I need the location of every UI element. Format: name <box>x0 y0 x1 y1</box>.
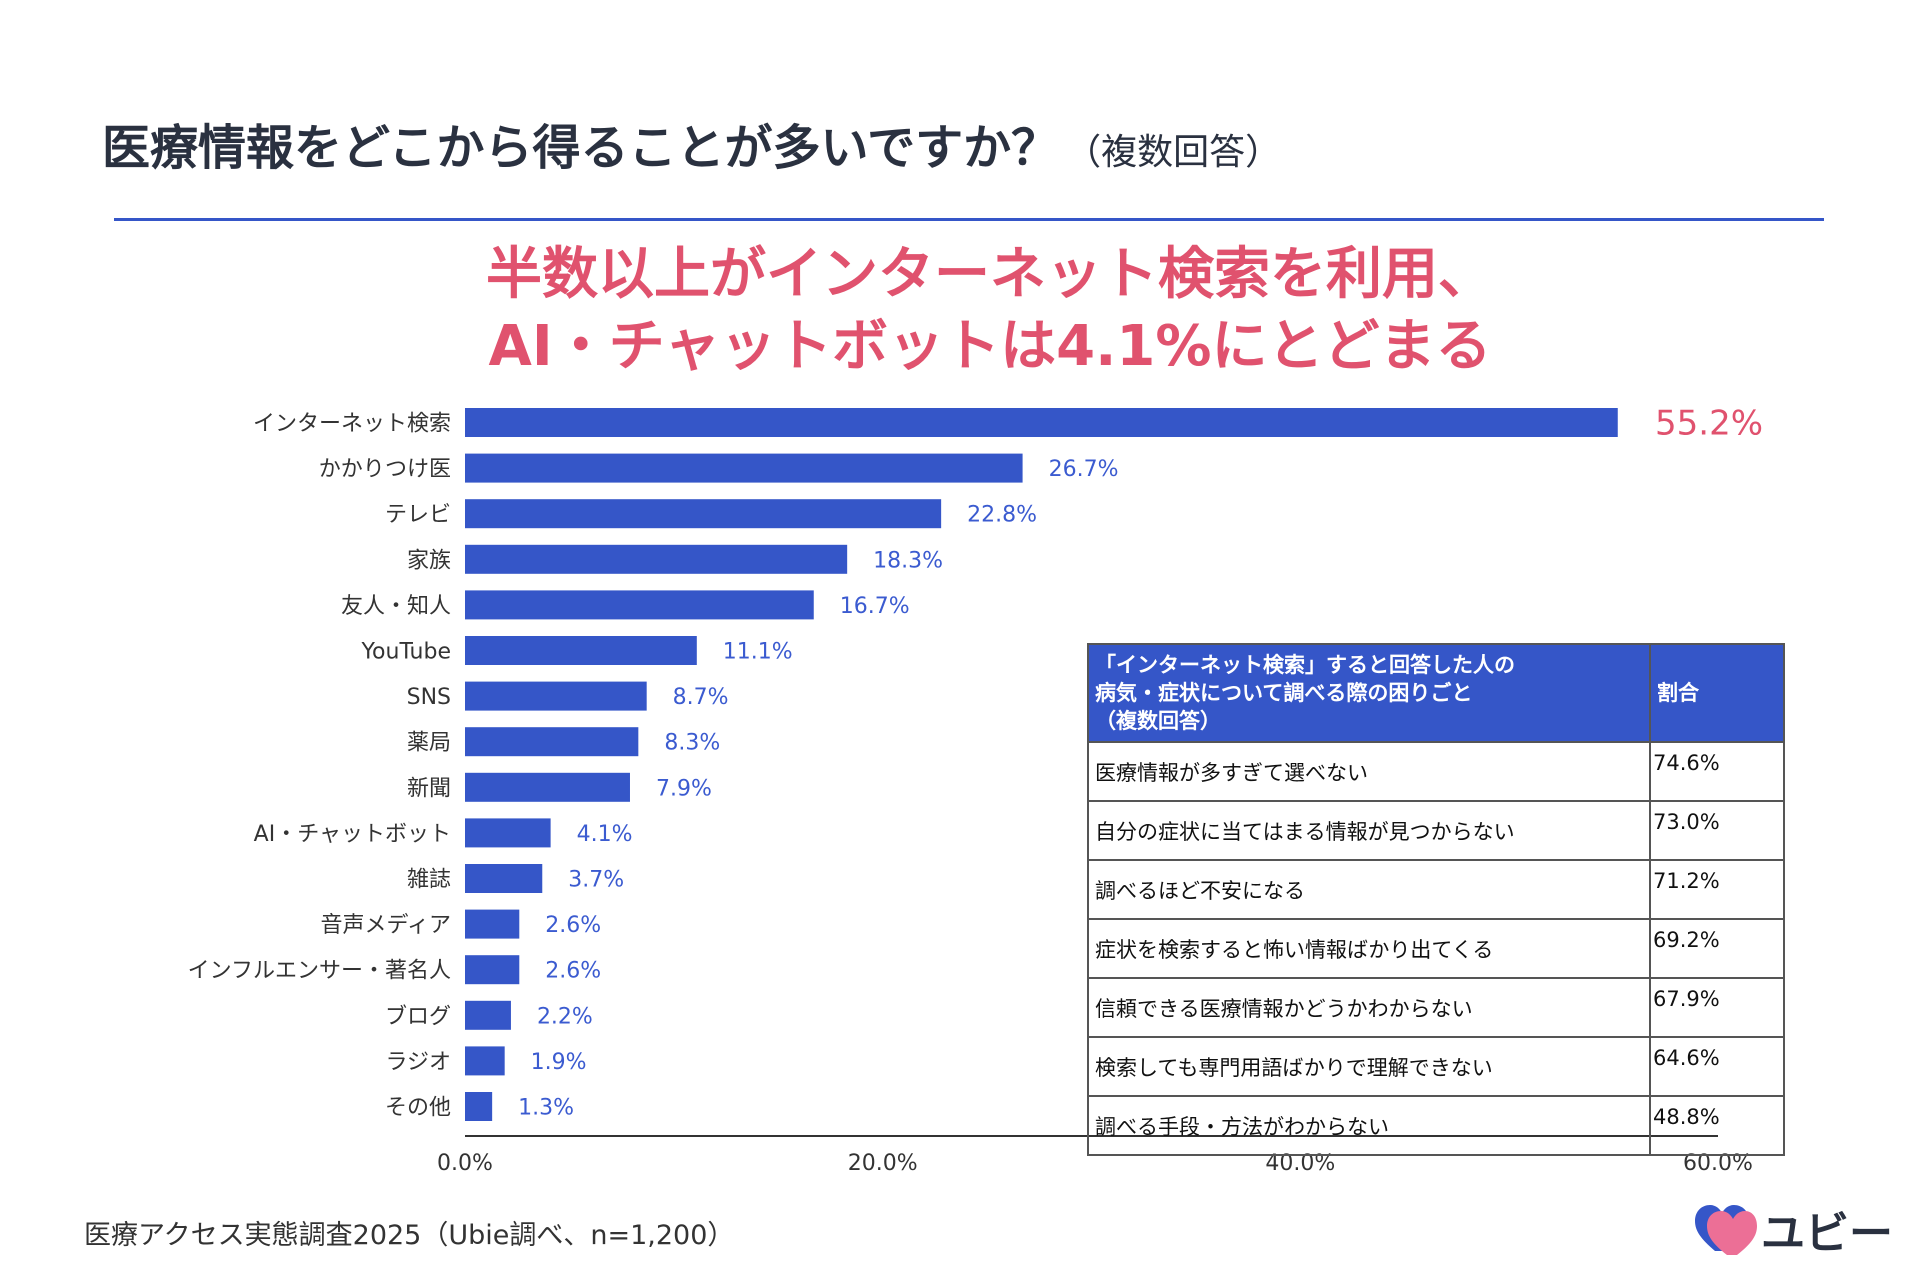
table-row: 調べるほど不安になる 71.2% <box>1087 859 1785 920</box>
table-row: 症状を検索すると怖い情報ばかり出てくる 69.2% <box>1087 918 1785 979</box>
category-label: YouTube <box>361 640 451 665</box>
value-label: 2.6% <box>545 959 601 984</box>
bar <box>465 1092 493 1121</box>
row-label: 信頼できる医療情報かどうかわからない <box>1087 977 1651 1038</box>
page-title: 医療情報をどこから得ることが多いですか？ （複数回答） <box>102 108 1281 178</box>
row-value: 64.6% <box>1649 1036 1785 1097</box>
row-label: 検索しても専門用語ばかりで理解できない <box>1087 1036 1651 1097</box>
x-tick-label: 0.0% <box>437 1151 493 1176</box>
bar <box>465 544 848 574</box>
category-label: ラジオ <box>385 1050 451 1075</box>
inset-table: 「インターネット検索」すると回答した人の 病気・症状について調べる際の困りごと … <box>1087 643 1785 1156</box>
value-label: 55.2% <box>1655 404 1763 444</box>
table-row: 検索しても専門用語ばかりで理解できない 64.6% <box>1087 1036 1785 1097</box>
value-label: 22.8% <box>967 503 1037 528</box>
row-value: 67.9% <box>1649 977 1785 1038</box>
category-label: 音声メディア <box>321 913 451 938</box>
category-label: インターネット検索 <box>253 412 451 437</box>
bar <box>465 1046 505 1076</box>
row-label: 症状を検索すると怖い情報ばかり出てくる <box>1087 918 1651 979</box>
category-label: 薬局 <box>407 731 451 756</box>
bar-chart: インターネット検索 55.2% かかりつけ医 26.7% テレビ 22.8% 家族 18.3%… <box>188 404 1763 1177</box>
value-label: 1.9% <box>531 1050 587 1075</box>
category-label: 新聞 <box>407 776 451 801</box>
inset-header-line: 病気・症状について調べる際の困りごと <box>1095 681 1473 705</box>
bar <box>465 1000 511 1030</box>
bar <box>465 408 1618 437</box>
value-label: 7.9% <box>656 776 712 801</box>
x-tick-label: 20.0% <box>848 1151 918 1176</box>
category-label: SNS <box>407 685 451 710</box>
ubie-logo: ユビー <box>1693 1201 1893 1259</box>
value-label: 8.7% <box>673 685 729 710</box>
x-tick-label: 60.0% <box>1683 1151 1753 1176</box>
inset-header-line: 「インターネット検索」すると回答した人の <box>1095 653 1515 677</box>
row-label: 調べる手段・方法がわからない <box>1087 1095 1651 1156</box>
category-label: その他 <box>385 1096 451 1121</box>
headline-line-1: 半数以上がインターネット検索を利用、 <box>486 242 1494 307</box>
inset-header-row: 「インターネット検索」すると回答した人の 病気・症状について調べる際の困りごと … <box>1087 643 1785 743</box>
value-label: 26.7% <box>1049 457 1119 482</box>
table-row: 調べる手段・方法がわからない 48.8% <box>1087 1095 1785 1156</box>
title-divider <box>114 218 1824 221</box>
category-label: テレビ <box>385 503 451 528</box>
row-value: 48.8% <box>1649 1095 1785 1156</box>
page-title-main: 医療情報をどこから得ることが多いですか？ <box>102 120 1060 176</box>
row-value: 74.6% <box>1649 741 1785 802</box>
inset-header-title: 「インターネット検索」すると回答した人の 病気・症状について調べる際の困りごと … <box>1087 643 1651 743</box>
value-label: 4.1% <box>577 822 633 847</box>
value-label: 1.3% <box>518 1096 574 1121</box>
row-label: 調べるほど不安になる <box>1087 859 1651 920</box>
bar <box>465 681 647 711</box>
category-label: 家族 <box>407 548 451 573</box>
value-label: 16.7% <box>840 594 910 619</box>
row-value: 69.2% <box>1649 918 1785 979</box>
category-label: ブログ <box>385 1004 451 1029</box>
table-row: 自分の症状に当てはまる情報が見つからない 73.0% <box>1087 800 1785 861</box>
bar <box>465 499 942 529</box>
table-row: 医療情報が多すぎて選べない 74.6% <box>1087 741 1785 802</box>
row-label: 自分の症状に当てはまる情報が見つからない <box>1087 800 1651 861</box>
bar <box>465 636 697 665</box>
value-label: 8.3% <box>664 731 720 756</box>
bar <box>465 955 520 985</box>
value-label: 2.2% <box>537 1004 593 1029</box>
logo-text: ユビー <box>1761 1208 1893 1259</box>
bar <box>465 772 630 802</box>
bar <box>465 864 543 893</box>
source-note: 医療アクセス実態調査2025（Ubie調べ、n=1,200） <box>84 1220 735 1251</box>
value-label: 18.3% <box>873 548 943 573</box>
heart-icon <box>1695 1205 1757 1255</box>
value-label: 11.1% <box>723 640 793 665</box>
row-value: 71.2% <box>1649 859 1785 920</box>
category-label: インフルエンサー・著名人 <box>188 959 451 984</box>
value-label: 3.7% <box>568 868 624 893</box>
row-value: 73.0% <box>1649 800 1785 861</box>
bar <box>465 818 551 848</box>
bar <box>465 453 1023 483</box>
inset-header-line: （複数回答） <box>1095 709 1221 733</box>
category-label: 雑誌 <box>407 868 451 893</box>
x-tick-label: 40.0% <box>1265 1151 1335 1176</box>
bar <box>465 590 814 620</box>
value-label: 2.6% <box>545 913 601 938</box>
bar <box>465 909 520 939</box>
row-label: 医療情報が多すぎて選べない <box>1087 741 1651 802</box>
table-row: 信頼できる医療情報かどうかわからない 67.9% <box>1087 977 1785 1038</box>
page-title-sub: （複数回答） <box>1065 132 1282 173</box>
headline-line-2: AI・チャットボットは4.1%にとどまる <box>488 314 1492 379</box>
category-label: AI・チャットボット <box>254 822 451 847</box>
inset-header-ratio: 割合 <box>1649 643 1785 743</box>
category-label: かかりつけ医 <box>319 457 451 482</box>
bar <box>465 727 639 757</box>
category-label: 友人・知人 <box>341 594 451 619</box>
